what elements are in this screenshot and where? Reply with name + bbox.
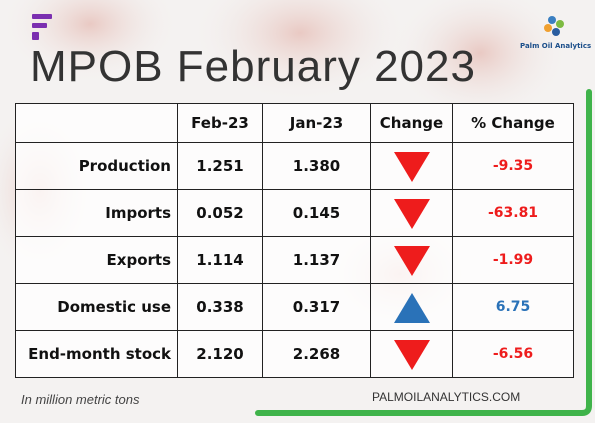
row-label: Imports: [15, 189, 178, 237]
row: Production 1.251 1.380 -9.35: [15, 142, 574, 190]
column-header: % Change: [452, 103, 574, 143]
down-arrow: [393, 340, 430, 370]
feb-value: 0.338: [177, 283, 263, 331]
feb-value: 1.114: [177, 236, 263, 284]
row-label: End-month stock: [15, 330, 178, 378]
change-cell: [370, 189, 453, 237]
row: Exports 1.114 1.137 -1.99: [15, 236, 574, 284]
fruit: [0, 0, 180, 90]
jan-value: 1.380: [262, 142, 371, 190]
table: Feb-23 Jan-23 Change% Change Production 1.2…: [15, 103, 574, 378]
change-cell: [370, 330, 453, 378]
jan-value: 2.268: [262, 330, 371, 378]
feb-value: 1.251: [177, 142, 263, 190]
up-arrow: [393, 293, 430, 323]
change-icon: [393, 340, 430, 370]
change-icon: [393, 293, 430, 323]
column-header: Jan-23: [262, 103, 371, 143]
header-row: Feb-23 Jan-23 Change% Change: [15, 103, 574, 143]
brand-icon: [32, 14, 52, 40]
pct-change: -6.56: [452, 330, 574, 378]
fruit: [390, 0, 570, 130]
down-arrow: [393, 199, 430, 229]
change-icon: [393, 199, 430, 229]
accent-line: [255, 89, 592, 416]
logo-icon: [544, 16, 564, 36]
column-header: [15, 103, 178, 143]
row-label: Production: [15, 142, 178, 190]
change-cell: [370, 283, 453, 331]
change-icon: [393, 152, 430, 182]
row: Domestic use 0.338 0.317 6.75: [15, 283, 574, 331]
change-cell: [370, 236, 453, 284]
column-header: Change: [370, 103, 453, 143]
row-label: Domestic use: [15, 283, 178, 331]
pct-change: -1.99: [452, 236, 574, 284]
jan-value: 1.137: [262, 236, 371, 284]
title: MPOB February 2023: [30, 42, 476, 91]
footnote: In million metric tons: [21, 392, 140, 407]
pct-change: 6.75: [452, 283, 574, 331]
down-arrow: [393, 152, 430, 182]
row: Imports 0.052 0.145 -63.81: [15, 189, 574, 237]
feb-value: 0.052: [177, 189, 263, 237]
fruit: [190, 0, 410, 110]
row-label: Exports: [15, 236, 178, 284]
pct-change: -63.81: [452, 189, 574, 237]
change-icon: [393, 246, 430, 276]
column-header: Feb-23: [177, 103, 263, 143]
row: End-month stock 2.120 2.268 -6.56: [15, 330, 574, 378]
jan-value: 0.145: [262, 189, 371, 237]
logo-text: Palm Oil Analytics: [520, 42, 592, 50]
feb-value: 2.120: [177, 330, 263, 378]
down-arrow: [393, 246, 430, 276]
website: PALMOILANALYTICS.COM: [372, 390, 521, 404]
change-cell: [370, 142, 453, 190]
jan-value: 0.317: [262, 283, 371, 331]
pct-change: -9.35: [452, 142, 574, 190]
